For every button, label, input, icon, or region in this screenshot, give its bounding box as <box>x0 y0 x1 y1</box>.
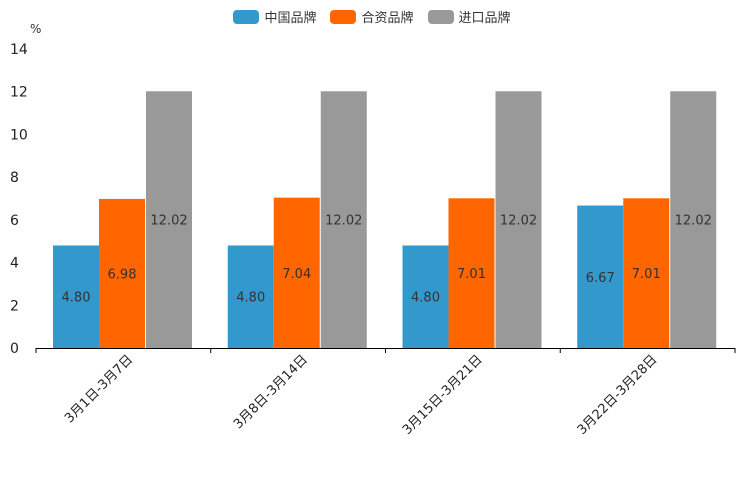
y-tick-label: 10 <box>10 127 28 143</box>
y-tick-label: 14 <box>10 42 28 58</box>
legend-item-joint-venture-brand[interactable]: 合资品牌 <box>330 7 414 26</box>
bar <box>670 91 717 348</box>
x-category-label: 3月8日-3月14日 <box>231 352 311 432</box>
bar <box>623 198 670 348</box>
legend-item-import-brand[interactable]: 进口品牌 <box>427 7 511 26</box>
legend-swatch-import-brand <box>427 9 454 24</box>
y-tick-label: 8 <box>10 170 19 186</box>
bar <box>227 245 274 348</box>
legend-item-china-brand[interactable]: 中国品牌 <box>233 7 316 26</box>
y-tick-label: 12 <box>10 85 28 101</box>
bar-value-label: 4.80 <box>62 291 91 306</box>
y-tick-label: 0 <box>10 341 19 357</box>
legend-label-joint-venture-brand: 合资品牌 <box>361 11 414 26</box>
y-axis-unit-label: % <box>30 22 41 36</box>
bar-value-label: 12.02 <box>150 214 187 229</box>
bar-value-label: 12.02 <box>325 214 362 229</box>
legend-swatch-china-brand <box>233 9 260 24</box>
bar-value-label: 6.98 <box>108 267 137 282</box>
bar-value-label: 7.04 <box>282 267 311 282</box>
bar <box>495 91 542 348</box>
bar-value-label: 7.01 <box>457 267 486 282</box>
x-category-label: 3月22日-3月28日 <box>575 352 661 438</box>
y-tick-label: 2 <box>10 298 19 314</box>
bar-value-label: 4.80 <box>411 291 440 306</box>
y-tick-label: 4 <box>10 256 19 272</box>
legend: 中国品牌 合资品牌 进口品牌 <box>0 7 744 26</box>
bar <box>99 198 145 348</box>
bar-value-label: 6.67 <box>586 271 615 286</box>
x-category-label: 3月15日-3月21日 <box>400 352 486 438</box>
bar <box>146 91 192 348</box>
bar <box>320 91 367 348</box>
bar-value-label: 12.02 <box>500 214 537 229</box>
x-category-label: 3月1日-3月7日 <box>62 352 136 426</box>
legend-label-import-brand: 进口品牌 <box>458 11 511 26</box>
bar-value-label: 4.80 <box>236 291 265 306</box>
y-tick-label: 6 <box>10 213 19 229</box>
bar <box>577 205 624 348</box>
bar-value-label: 7.01 <box>632 267 661 282</box>
legend-swatch-joint-venture-brand <box>330 9 357 24</box>
bar <box>273 197 320 348</box>
bar <box>402 245 449 348</box>
bar <box>448 198 495 348</box>
bar <box>53 245 99 348</box>
bar-value-label: 12.02 <box>675 214 712 229</box>
legend-label-china-brand: 中国品牌 <box>264 11 317 26</box>
